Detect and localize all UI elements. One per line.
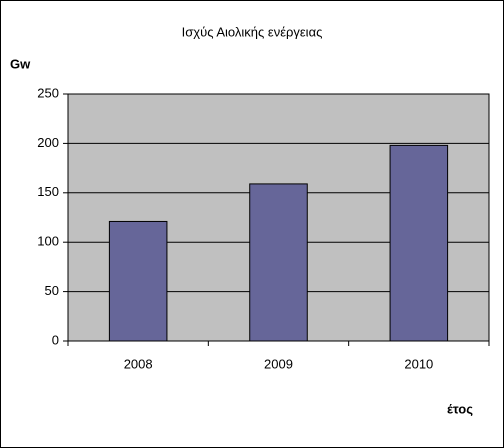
y-tick-label: 150: [37, 184, 59, 199]
bar: [249, 183, 308, 342]
bar: [108, 220, 168, 342]
x-tick-label: 2008: [124, 356, 153, 371]
y-axis-label: Gw: [10, 56, 31, 71]
chart-title: Ισχύς Αιολικής ενέργειας: [182, 24, 323, 39]
y-tick-label: 0: [52, 332, 59, 347]
x-tick-label: 2009: [264, 356, 293, 371]
y-tick-label: 100: [37, 234, 59, 249]
x-tick-label: 2010: [404, 356, 433, 371]
x-axis-label: έτος: [447, 401, 473, 416]
y-tick-label: 200: [37, 135, 59, 150]
bar: [389, 144, 449, 342]
y-tick-label: 250: [37, 85, 59, 100]
y-tick-label: 50: [45, 283, 59, 298]
